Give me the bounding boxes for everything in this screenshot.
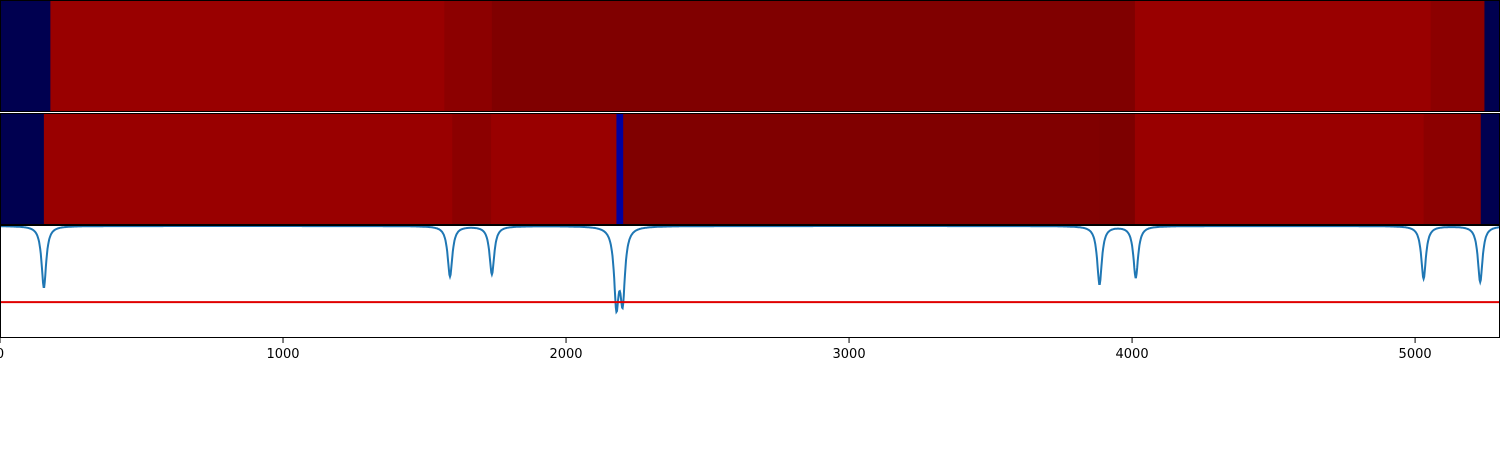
bottom-strip-segment-4 bbox=[616, 113, 624, 225]
bottom-strip-segment-2 bbox=[452, 113, 492, 225]
bottom-strip-segment-7 bbox=[1134, 113, 1425, 225]
bottom-strip-segment-5 bbox=[623, 113, 1101, 225]
x-tick-label-1000: 1000 bbox=[266, 347, 299, 362]
top-strip-segment-3 bbox=[491, 0, 1136, 112]
x-tick-label-2000: 2000 bbox=[549, 347, 582, 362]
top-strip-segment-4 bbox=[1134, 0, 1432, 112]
bottom-strip-segment-9 bbox=[1480, 113, 1500, 225]
top-strip-segment-5 bbox=[1430, 0, 1486, 112]
bottom-strip-segment-0 bbox=[0, 113, 45, 225]
x-tick-label-4000: 4000 bbox=[1116, 347, 1149, 362]
x-tick-label-0: 0 bbox=[0, 347, 4, 362]
top-strip-segment-6 bbox=[1484, 0, 1500, 112]
x-axis: 0 1000 2000 3000 4000 5000 bbox=[0, 338, 1432, 362]
heatmap-strip-bottom bbox=[0, 113, 1500, 225]
top-strip-segment-1 bbox=[50, 0, 445, 112]
heatmap-strip-top bbox=[0, 0, 1500, 112]
top-strip-segment-0 bbox=[0, 0, 51, 112]
line-panel-background bbox=[0, 225, 1500, 338]
x-tick-label-5000: 5000 bbox=[1399, 347, 1432, 362]
bottom-strip-segment-1 bbox=[43, 113, 453, 225]
bottom-strip-segment-8 bbox=[1423, 113, 1482, 225]
bottom-strip-segment-6 bbox=[1099, 113, 1136, 225]
line-panel bbox=[0, 225, 1500, 338]
top-strip-segment-2 bbox=[444, 0, 493, 112]
x-tick-label-3000: 3000 bbox=[833, 347, 866, 362]
bottom-strip-segment-3 bbox=[491, 113, 618, 225]
